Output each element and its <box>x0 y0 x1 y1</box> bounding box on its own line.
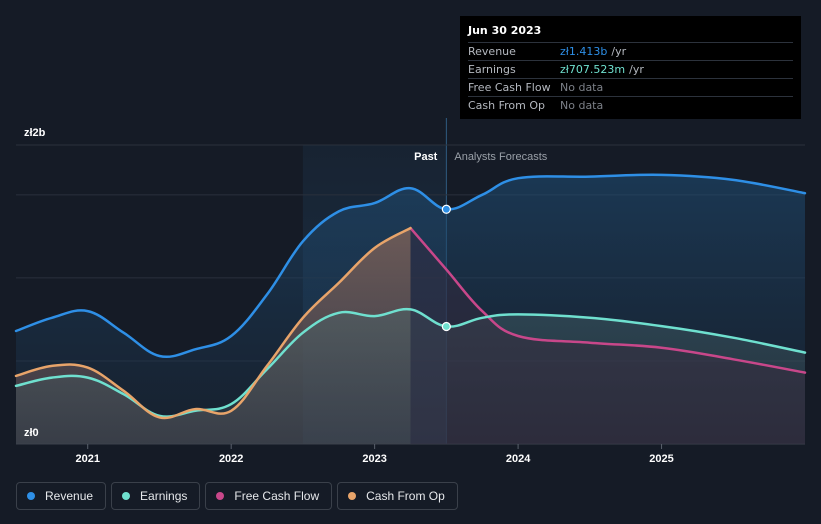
legend-dot-icon <box>216 492 225 500</box>
revenue-marker <box>441 204 451 214</box>
x-tick-label: 2021 <box>75 453 99 465</box>
legend: Revenue Earnings Free Cash Flow Cash From O… <box>16 482 458 510</box>
tooltip-row: Cash From Op No data <box>468 97 793 114</box>
legend-dot-icon <box>348 492 357 500</box>
tooltip-row-unit: /yr <box>611 45 627 58</box>
tooltip-row-value: No data <box>560 81 604 94</box>
x-tick-label: 2022 <box>219 453 243 465</box>
past-label: Past <box>414 151 438 163</box>
earnings-marker <box>441 321 451 332</box>
tooltip-row-value: zł1.413b <box>560 45 608 58</box>
y-axis-top-label: zł2b <box>24 127 46 139</box>
forecast-label: Analysts Forecasts <box>454 151 547 163</box>
free-cash-flow-area <box>410 228 805 444</box>
tooltip-row: Free Cash Flow No data <box>468 79 793 97</box>
tooltip-row-label: Free Cash Flow <box>468 81 551 94</box>
earnings-line <box>14 307 807 418</box>
tooltip-row-label: Cash From Op <box>468 99 546 112</box>
revenue-line <box>14 173 807 358</box>
legend-item-revenue[interactable]: Revenue <box>16 482 107 510</box>
tooltip-row-value: No data <box>560 99 604 112</box>
legend-label: Cash From Op <box>366 489 445 503</box>
legend-label: Revenue <box>45 489 94 503</box>
x-tick-label: 2024 <box>506 453 531 465</box>
tooltip-row-label: Earnings <box>468 63 516 76</box>
tooltip-row: Earnings zł707.523m/yr <box>468 61 793 79</box>
tooltip-row-value: zł707.523m <box>560 63 626 76</box>
legend-label: Free Cash Flow <box>234 489 320 503</box>
legend-item-cash-from-op[interactable]: Cash From Op <box>337 482 458 510</box>
x-tick-label: 2025 <box>649 453 673 465</box>
legend-dot-icon <box>27 492 35 500</box>
y-axis-bottom-label: zł0 <box>24 427 39 439</box>
x-tick-label: 2023 <box>362 453 386 465</box>
cash-from-op-line <box>14 226 412 420</box>
free-cash-flow-line <box>409 226 807 374</box>
tooltip-row-unit: /yr <box>629 63 644 76</box>
tooltip: Jun 30 2023 Revenue zł1.413b/yr Earnings zł… <box>460 16 801 119</box>
legend-item-free-cash-flow[interactable]: Free Cash Flow <box>205 482 333 510</box>
legend-dot-icon <box>122 492 131 500</box>
legend-item-earnings[interactable]: Earnings <box>111 482 201 510</box>
tooltip-row-label: Revenue <box>468 45 516 58</box>
tooltip-row: Revenue zł1.413b/yr <box>468 43 793 61</box>
legend-label: Earnings <box>140 489 188 503</box>
tooltip-date: Jun 30 2023 <box>468 24 793 43</box>
